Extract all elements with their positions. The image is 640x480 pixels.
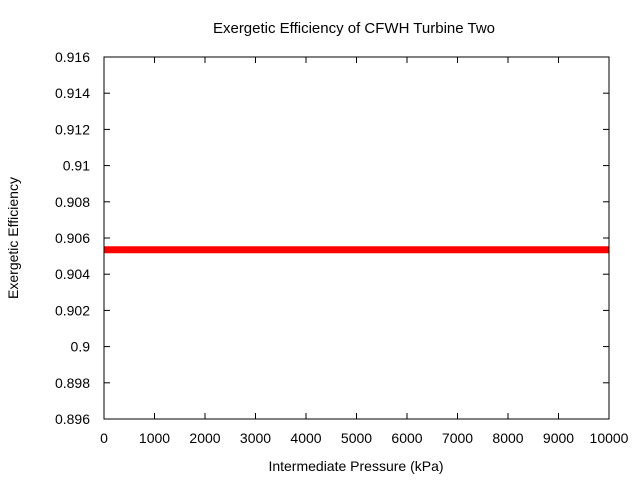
plot-frame (103, 56, 610, 420)
x-tick-label: 6000 (391, 430, 422, 446)
chart-title: Exergetic Efficiency of CFWH Turbine Two (213, 20, 495, 37)
x-tick-label: 8000 (492, 430, 523, 446)
y-tick-label: 0.904 (55, 266, 90, 282)
y-tick-label: 0.914 (55, 85, 90, 101)
y-axis-label: Exergetic Efficiency (5, 177, 21, 299)
x-tick-label: 7000 (442, 430, 473, 446)
x-tick-label: 9000 (543, 430, 574, 446)
x-tick-label: 2000 (189, 430, 220, 446)
x-tick-label: 5000 (341, 430, 372, 446)
x-tick-label: 1000 (139, 430, 170, 446)
y-tick-label: 0.898 (55, 375, 90, 391)
y-tick-label: 0.906 (55, 230, 90, 246)
y-tick-label: 0.896 (55, 411, 90, 427)
y-tick-label: 0.908 (55, 194, 90, 210)
x-tick-label: 10000 (590, 430, 629, 446)
x-tick-label: 4000 (290, 430, 321, 446)
x-axis-label: Intermediate Pressure (kPa) (268, 458, 443, 474)
y-tick-label: 0.902 (55, 302, 90, 318)
x-tick-label: 3000 (240, 430, 271, 446)
y-tick-label: 0.9 (71, 339, 91, 355)
y-tick-label: 0.916 (55, 49, 90, 65)
y-tick-label: 0.91 (63, 158, 90, 174)
x-tick-label: 0 (100, 430, 108, 446)
y-tick-label: 0.912 (55, 121, 90, 137)
y-axis: 0.896 0.898 0.9 0.902 0.904 0.906 0.908 0.91 0.9… (55, 49, 609, 427)
